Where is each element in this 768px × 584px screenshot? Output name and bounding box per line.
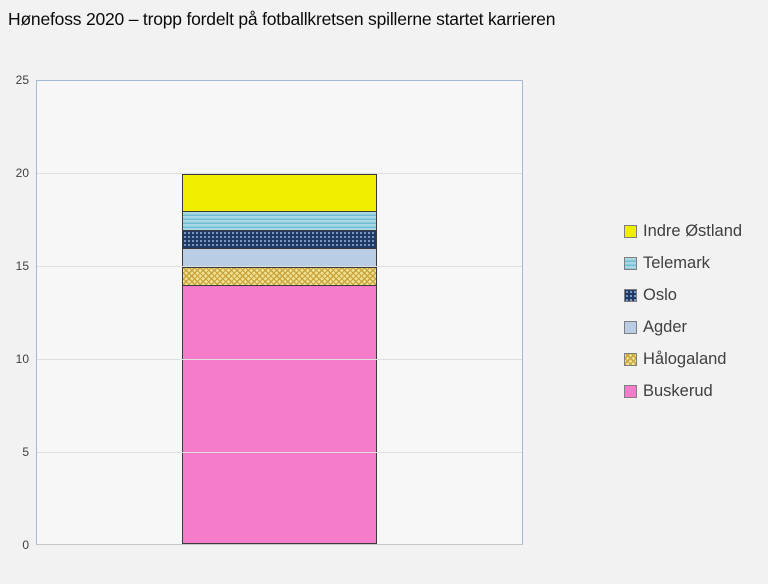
legend: Indre Østland Telemark Oslo Agder Hålogaland…	[624, 221, 742, 401]
legend-swatch-oslo	[624, 288, 637, 302]
legend-swatch-telemark	[624, 256, 637, 270]
legend-item-indre-stland: Indre Østland	[624, 221, 742, 241]
legend-item-buskerud: Buskerud	[624, 381, 742, 401]
legend-swatch-indre-stland	[624, 224, 637, 238]
gridline-10	[37, 359, 522, 360]
legend-label-indre-stland: Indre Østland	[643, 221, 743, 240]
y-tick-label-0: 0	[22, 538, 29, 552]
legend-swatch-buskerud	[624, 384, 637, 398]
stacked-bar	[182, 173, 377, 544]
plot-area	[36, 80, 523, 545]
legend-label-buskerud: Buskerud	[643, 381, 713, 400]
bar-segment-agder	[183, 248, 376, 267]
legend-label-h-logaland: Hålogaland	[643, 349, 727, 368]
bar-segment-indre-stland	[183, 174, 376, 212]
legend-swatch-h-logaland	[624, 352, 637, 366]
y-axis-tick-labels: 0 5 10 15 20 25	[0, 73, 29, 552]
y-tick-label-20: 20	[15, 166, 29, 180]
y-tick-label-15: 15	[15, 259, 29, 273]
legend-swatch-agder	[624, 320, 637, 334]
legend-item-oslo: Oslo	[624, 285, 742, 305]
legend-label-agder: Agder	[643, 317, 688, 336]
y-tick-label-5: 5	[22, 445, 29, 459]
legend-label-oslo: Oslo	[643, 285, 677, 304]
gridline-20	[37, 173, 522, 174]
chart-title: Hønefoss 2020 – tropp fordelt på fotball…	[8, 9, 556, 29]
bar-segment-h-logaland	[183, 266, 376, 286]
gridline-15	[37, 266, 522, 267]
bar-segment-telemark	[183, 211, 376, 230]
gridline-5	[37, 452, 522, 453]
y-tick-label-25: 25	[15, 73, 29, 87]
bar-segment-buskerud	[183, 285, 376, 543]
legend-item-h-logaland: Hålogaland	[624, 349, 742, 369]
y-tick-label-10: 10	[15, 352, 29, 366]
bar-segment-oslo	[183, 229, 376, 249]
legend-item-telemark: Telemark	[624, 253, 742, 273]
legend-item-agder: Agder	[624, 317, 742, 337]
legend-label-telemark: Telemark	[643, 253, 710, 272]
